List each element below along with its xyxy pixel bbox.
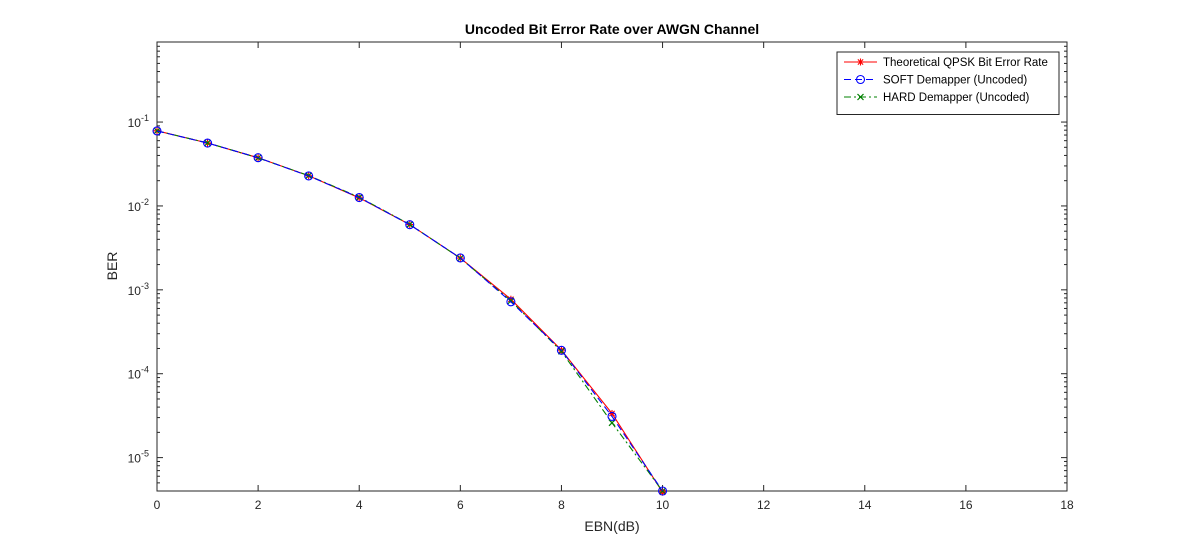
data-point-asterisk [857, 58, 864, 66]
y-axis-title: BER [104, 252, 120, 281]
legend-label: Theoretical QPSK Bit Error Rate [883, 57, 1048, 69]
y-tick-mantissa: 10 [128, 116, 142, 130]
data-point-x [608, 419, 616, 427]
y-tick-exponent: -1 [141, 113, 149, 123]
data-point-circle [506, 297, 516, 307]
legend-entry: Theoretical QPSK Bit Error Rate [844, 57, 1048, 69]
series-line [156, 130, 664, 492]
legend-label: SOFT Demapper (Uncoded) [883, 75, 1027, 87]
y-tick-exponent: -3 [141, 281, 149, 291]
y-tick-label: 10-5 [128, 449, 149, 466]
data-point-x [153, 127, 161, 135]
y-tick-label: 10-3 [128, 281, 149, 298]
x-tick-label: 4 [356, 498, 363, 512]
y-tick-exponent: -2 [141, 197, 149, 207]
legend: Theoretical QPSK Bit Error Rate SOFT Dema… [836, 51, 1060, 115]
x-tick-label: 12 [757, 498, 771, 512]
legend-label: HARD Demapper (Uncoded) [883, 92, 1030, 104]
data-point-x [857, 93, 864, 101]
x-tick-label: 6 [457, 498, 464, 512]
series-2 [152, 126, 668, 496]
y-tick-label: 10-2 [128, 197, 149, 214]
y-tick-exponent: -4 [141, 365, 149, 375]
data-point-x [507, 297, 515, 305]
data-point-circle [152, 126, 162, 136]
x-tick-label: 2 [255, 498, 262, 512]
data-point-x [204, 139, 211, 147]
data-point-circle [354, 192, 364, 203]
x-axis-title: EBN(dB) [584, 518, 639, 534]
y-tick-label: 10-1 [128, 113, 149, 130]
x-tick-label: 10 [656, 498, 670, 512]
data-point-circle [658, 486, 668, 496]
y-tick-mantissa: 10 [128, 452, 142, 466]
x-tick-label: 8 [558, 498, 565, 512]
data-point-circle [203, 138, 213, 148]
data-point-x [558, 347, 565, 355]
y-tick-mantissa: 10 [128, 368, 142, 382]
y-tick-mantissa: 10 [128, 200, 142, 214]
x-tick-label: 18 [1060, 498, 1074, 512]
legend-entry: SOFT Demapper (Uncoded) [844, 75, 1027, 87]
data-point-circle [455, 253, 465, 263]
chart-title: Uncoded Bit Error Rate over AWGN Channel [465, 21, 759, 37]
legend-entry: HARD Demapper (Uncoded) [844, 92, 1030, 104]
data-point-circle [253, 153, 263, 163]
x-tick-label: 16 [959, 498, 973, 512]
x-tick-label: 14 [858, 498, 872, 512]
y-tick-exponent: -5 [141, 449, 149, 459]
data-point-circle [556, 345, 566, 355]
y-tick-label: 10-4 [128, 365, 149, 382]
data-point-circle [405, 220, 415, 230]
data-point-circle [304, 171, 314, 181]
x-tick-label: 0 [154, 498, 161, 512]
series-layer [152, 126, 668, 496]
data-point-circle [607, 411, 617, 421]
data-point-circle [855, 74, 866, 85]
y-tick-mantissa: 10 [128, 284, 142, 298]
